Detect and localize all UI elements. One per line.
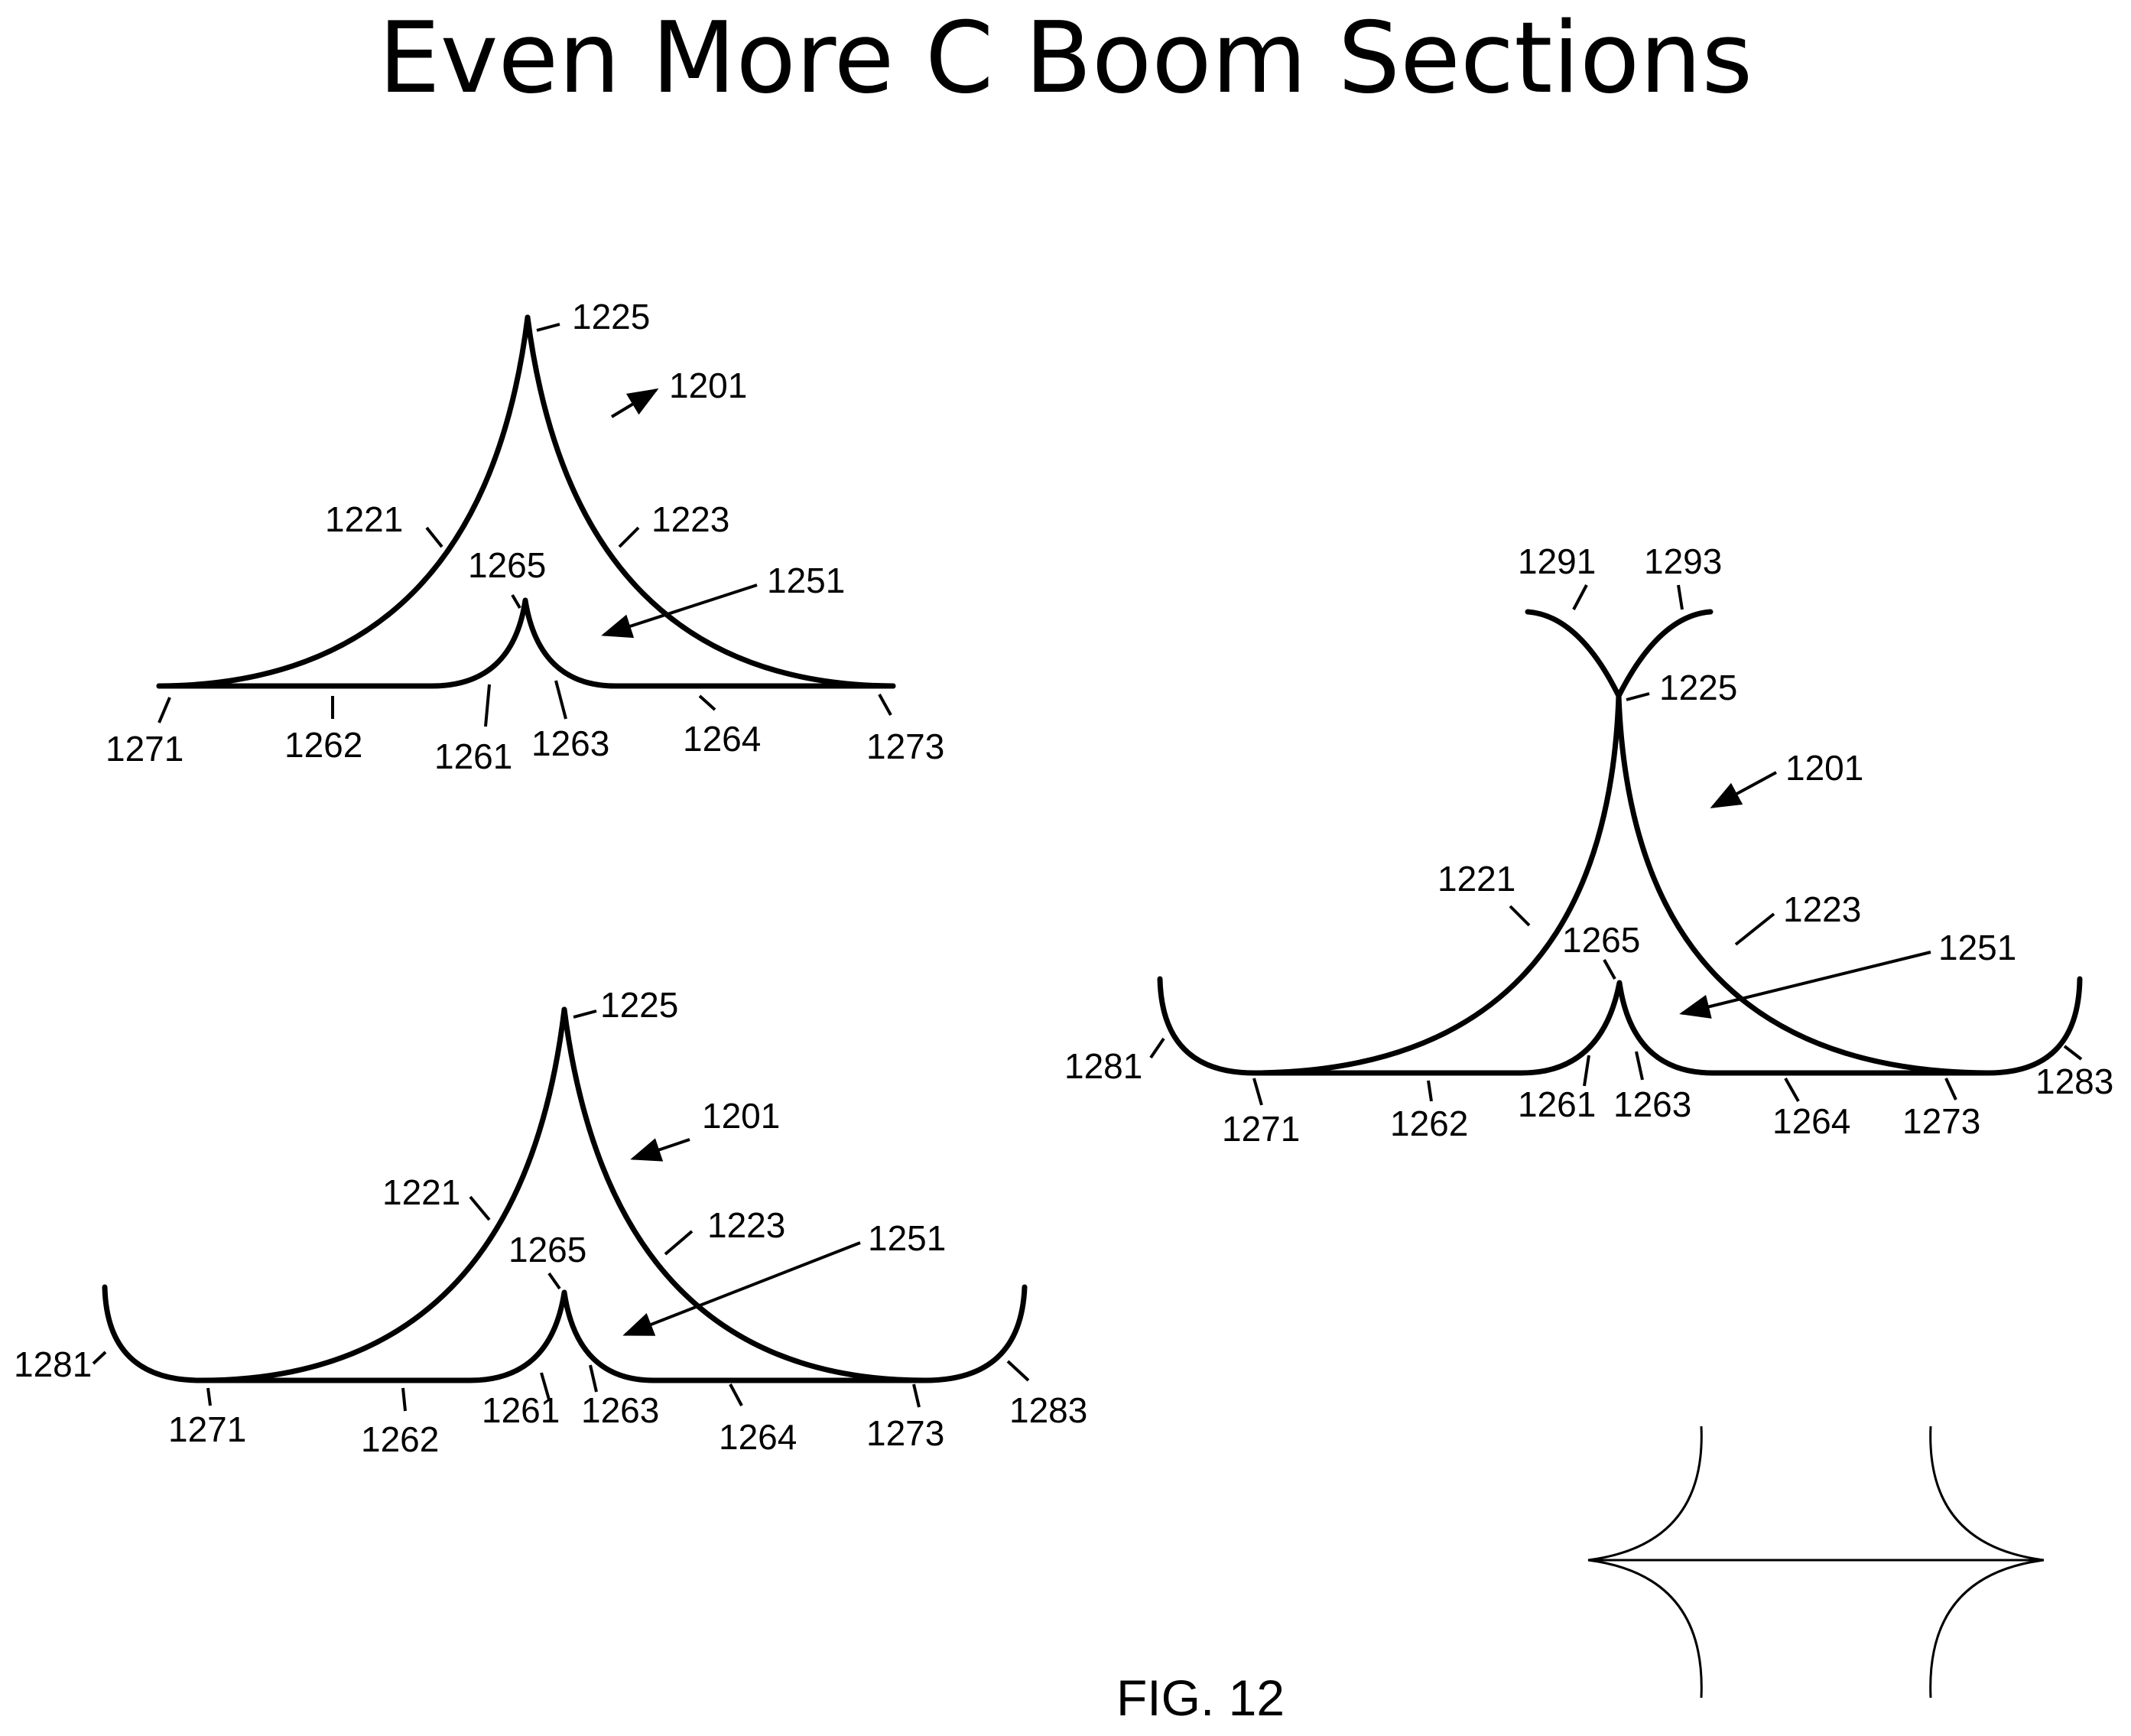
figure-b-label-1201: 1201 — [702, 1096, 780, 1136]
figure-c-leader-lines — [1149, 584, 2083, 1106]
figure-b-leader-lines — [92, 1009, 1030, 1412]
figure-c-top-hook-1291 — [1525, 609, 1622, 699]
figure-b-cross-section: 1225 1201 1221 1223 1265 1251 1281 1271 … — [14, 985, 1087, 1459]
figure-a-label-1264: 1264 — [683, 719, 761, 759]
figure-c-right-arc-1223 — [1616, 693, 1991, 1076]
figure-a-label-1263: 1263 — [531, 723, 609, 763]
figure-c-label-1225: 1225 — [1659, 668, 1737, 707]
figure-a-label-1251: 1251 — [767, 561, 845, 600]
figure-a-right-arc-1223 — [525, 314, 896, 689]
figure-a-cross-section: 1225 1201 1221 1223 1265 1251 1271 1262 … — [106, 297, 944, 776]
figure-c-label-1263: 1263 — [1613, 1084, 1691, 1124]
figure-b-label-1251: 1251 — [868, 1218, 946, 1258]
figure-b-label-1271: 1271 — [168, 1409, 246, 1449]
small-boom-sketch — [1587, 1426, 2045, 1699]
figure-b-label-1264: 1264 — [719, 1417, 797, 1457]
figure-c-label-1221: 1221 — [1437, 859, 1515, 899]
figure-b-label-1283: 1283 — [1009, 1390, 1087, 1430]
figure-b-left-hook-1281 — [102, 1284, 203, 1383]
figure-c-left-arc-1221 — [1251, 693, 1622, 1076]
figure-c-label-1271: 1271 — [1222, 1109, 1300, 1149]
figure-b-label-1261: 1261 — [482, 1390, 560, 1430]
figure-b-label-1225: 1225 — [600, 985, 678, 1025]
figure-c-label-1251: 1251 — [1938, 928, 2016, 967]
figure-b-label-1263: 1263 — [581, 1390, 659, 1430]
figure-b-label-1273: 1273 — [866, 1413, 944, 1453]
figure-a-label-1262: 1262 — [284, 725, 362, 765]
figure-b-label-1221: 1221 — [382, 1172, 460, 1212]
figure-b-left-arc-1221 — [197, 1006, 567, 1383]
figure-a-label-1221: 1221 — [325, 499, 403, 539]
figure-c-label-1265: 1265 — [1562, 920, 1640, 960]
figure-c-label-1201: 1201 — [1785, 748, 1863, 788]
figure-c-label-1281: 1281 — [1064, 1046, 1142, 1086]
figure-a-label-1261: 1261 — [434, 736, 512, 776]
page-title: Even More C Boom Sections — [378, 2, 1753, 115]
figure-c-label-1273: 1273 — [1902, 1101, 1980, 1141]
figure-c-inner-flange — [1251, 980, 1991, 1076]
figure-a-label-1223: 1223 — [651, 499, 729, 539]
figure-b-right-hook-1283 — [922, 1284, 1028, 1383]
figure-a-label-1273: 1273 — [866, 727, 944, 766]
figure-b-label-1265: 1265 — [508, 1230, 586, 1269]
figure-c-label-1291: 1291 — [1518, 541, 1596, 581]
figure-a-label-1265: 1265 — [468, 545, 546, 585]
figure-c-label-1264: 1264 — [1772, 1101, 1850, 1141]
figure-c-cross-section: 1291 1293 1225 1201 1221 1223 1265 1251 … — [1064, 541, 2113, 1149]
figure-c-label-1283: 1283 — [2035, 1061, 2113, 1101]
figure-caption: FIG. 12 — [1116, 1669, 1285, 1726]
figure-b-inner-flange — [197, 1289, 928, 1383]
figure-a-label-1201: 1201 — [669, 366, 747, 405]
figure-c-label-1262: 1262 — [1390, 1104, 1468, 1143]
figure-c-top-hook-1293 — [1616, 609, 1714, 699]
figure-b-label-1281: 1281 — [14, 1344, 92, 1384]
figure-b-right-arc-1223 — [561, 1006, 928, 1383]
figure-b-label-1262: 1262 — [361, 1419, 439, 1459]
figure-a-inner-flange — [156, 597, 896, 689]
figure-b-label-1223: 1223 — [707, 1205, 785, 1245]
figure-c-right-hook-1283 — [1985, 976, 2083, 1076]
figure-a-label-1225: 1225 — [572, 297, 650, 336]
figure-c-left-hook-1281 — [1157, 976, 1257, 1076]
figure-a-left-arc-1221 — [156, 314, 531, 689]
figure-c-label-1293: 1293 — [1644, 541, 1722, 581]
figure-a-leader-lines — [158, 323, 892, 727]
figure-a-label-1271: 1271 — [106, 729, 184, 769]
figure-c-label-1261: 1261 — [1518, 1084, 1596, 1124]
figure-c-label-1223: 1223 — [1783, 889, 1861, 929]
